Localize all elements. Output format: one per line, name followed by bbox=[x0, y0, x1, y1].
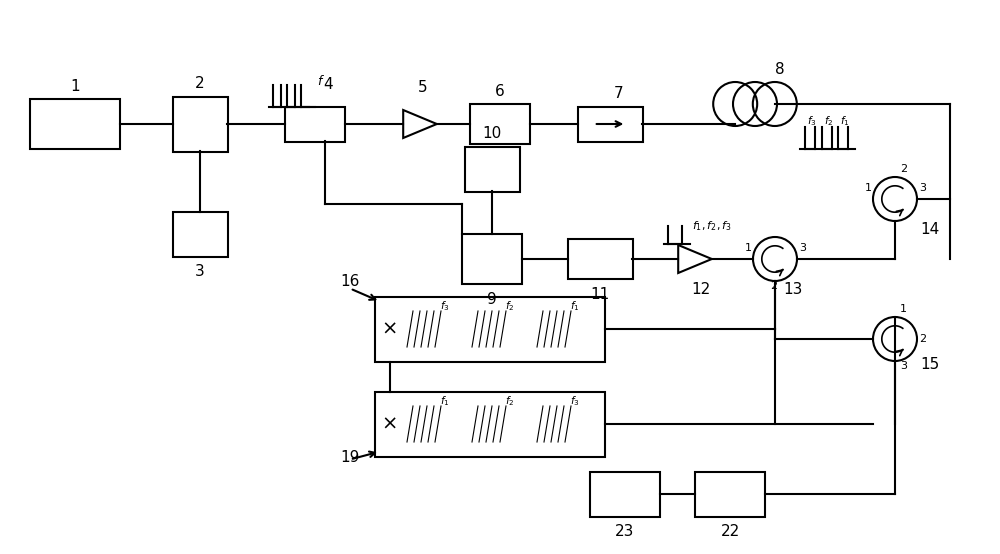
Text: 13: 13 bbox=[783, 282, 802, 297]
Text: $f_1, f_2, f_3$: $f_1, f_2, f_3$ bbox=[692, 219, 732, 233]
Text: 15: 15 bbox=[920, 357, 939, 372]
Text: $f_2$: $f_2$ bbox=[505, 394, 514, 408]
Text: $f_2$: $f_2$ bbox=[824, 114, 833, 128]
Text: 1: 1 bbox=[745, 243, 752, 253]
FancyBboxPatch shape bbox=[285, 106, 345, 141]
FancyBboxPatch shape bbox=[590, 471, 660, 516]
Text: ×: × bbox=[382, 414, 398, 433]
Text: 3: 3 bbox=[799, 243, 806, 253]
Text: 3: 3 bbox=[919, 183, 926, 193]
Text: 3: 3 bbox=[900, 361, 907, 371]
FancyBboxPatch shape bbox=[695, 471, 765, 516]
FancyBboxPatch shape bbox=[578, 106, 642, 141]
FancyBboxPatch shape bbox=[462, 234, 522, 284]
Text: $f_1$: $f_1$ bbox=[570, 299, 580, 313]
FancyBboxPatch shape bbox=[464, 146, 520, 192]
Text: 1: 1 bbox=[70, 79, 80, 94]
Text: $f$: $f$ bbox=[317, 74, 325, 88]
Text: ×: × bbox=[382, 320, 398, 338]
Text: 1: 1 bbox=[865, 183, 872, 193]
Text: 11: 11 bbox=[590, 287, 610, 302]
Text: 4: 4 bbox=[323, 77, 333, 92]
Text: 22: 22 bbox=[720, 525, 740, 540]
Text: 19: 19 bbox=[340, 449, 359, 464]
Text: 10: 10 bbox=[482, 126, 502, 141]
FancyBboxPatch shape bbox=[173, 96, 228, 151]
Text: 3: 3 bbox=[195, 264, 205, 280]
Text: 8: 8 bbox=[775, 62, 785, 77]
Text: $f_3$: $f_3$ bbox=[570, 394, 580, 408]
Text: 16: 16 bbox=[340, 274, 359, 290]
Text: 9: 9 bbox=[487, 292, 497, 307]
Text: 2: 2 bbox=[919, 334, 926, 344]
Text: 12: 12 bbox=[691, 282, 710, 297]
Text: 2: 2 bbox=[770, 281, 777, 291]
Text: $f_3$: $f_3$ bbox=[807, 114, 817, 128]
Text: 2: 2 bbox=[195, 76, 205, 91]
FancyBboxPatch shape bbox=[173, 212, 228, 257]
Text: $f_2$: $f_2$ bbox=[505, 299, 514, 313]
Text: 6: 6 bbox=[495, 84, 505, 99]
Text: 1: 1 bbox=[900, 304, 907, 314]
Text: $f_3$: $f_3$ bbox=[440, 299, 450, 313]
Text: 14: 14 bbox=[920, 222, 939, 237]
FancyBboxPatch shape bbox=[568, 239, 633, 279]
FancyBboxPatch shape bbox=[375, 392, 605, 456]
Text: 5: 5 bbox=[418, 80, 428, 95]
Text: 7: 7 bbox=[614, 86, 624, 101]
Text: $f_1$: $f_1$ bbox=[840, 114, 850, 128]
FancyBboxPatch shape bbox=[470, 104, 530, 144]
FancyBboxPatch shape bbox=[375, 296, 605, 362]
FancyBboxPatch shape bbox=[30, 99, 120, 149]
Text: 23: 23 bbox=[615, 525, 635, 540]
Text: 2: 2 bbox=[900, 164, 907, 174]
Text: $f_1$: $f_1$ bbox=[440, 394, 450, 408]
